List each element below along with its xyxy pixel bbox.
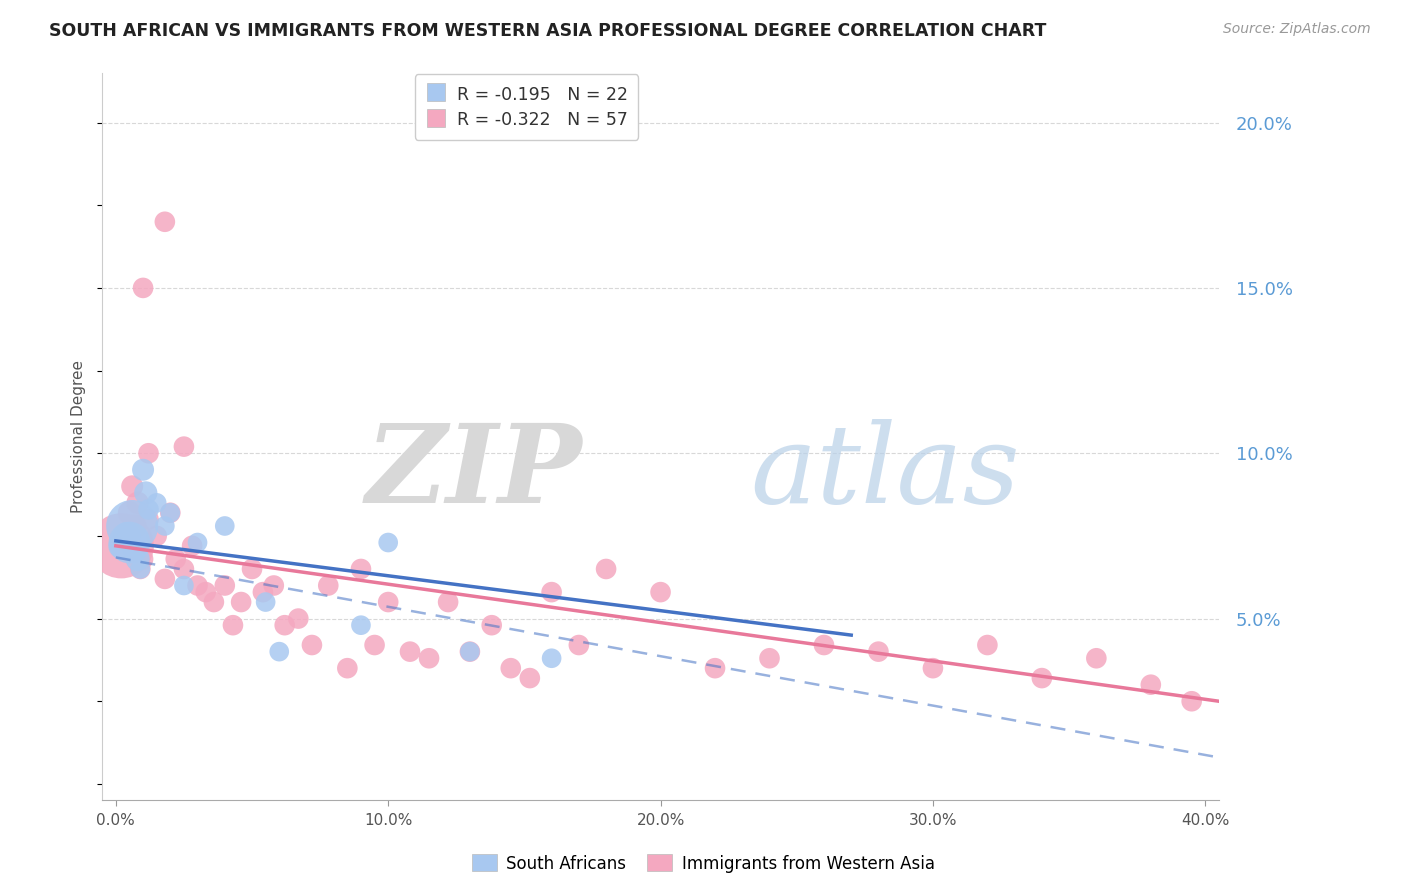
Point (135, 486, 157, 500)
Text: Source: ZipAtlas.com: Source: ZipAtlas.com (1223, 22, 1371, 37)
Point (110, 539, 132, 553)
Point (399, 645, 422, 659)
Point (118, 506, 141, 520)
Point (336, 661, 359, 675)
Point (132, 463, 155, 477)
Point (118, 535, 141, 549)
Point (1031, 671, 1053, 685)
Point (1085, 651, 1108, 665)
Point (1140, 678, 1163, 692)
Y-axis label: Professional Degree: Professional Degree (72, 360, 86, 513)
Point (458, 645, 481, 659)
Point (129, 562, 152, 576)
Point (269, 645, 291, 659)
Point (138, 502, 160, 516)
Point (273, 618, 295, 632)
Point (110, 539, 132, 553)
Point (115, 529, 138, 543)
Legend: R = -0.195   N = 22, R = -0.322   N = 57: R = -0.195 N = 22, R = -0.322 N = 57 (415, 74, 638, 140)
Point (252, 585, 274, 599)
Point (976, 638, 998, 652)
Point (350, 562, 373, 576)
Point (418, 651, 440, 665)
Point (519, 671, 541, 685)
Point (124, 519, 146, 533)
Point (121, 479, 143, 493)
Text: atlas: atlas (749, 419, 1019, 527)
Point (240, 562, 263, 576)
Point (363, 638, 385, 652)
Point (153, 572, 176, 586)
Point (377, 535, 399, 549)
Point (1181, 694, 1204, 708)
Point (758, 651, 780, 665)
Point (153, 215, 176, 229)
Point (115, 529, 138, 543)
Legend: South Africans, Immigrants from Western Asia: South Africans, Immigrants from Western … (465, 847, 941, 880)
Point (159, 506, 181, 520)
Point (499, 661, 522, 675)
Text: ZIP: ZIP (366, 419, 582, 527)
Point (127, 496, 149, 510)
Point (222, 618, 245, 632)
Point (159, 506, 181, 520)
Point (214, 578, 236, 592)
Point (194, 585, 217, 599)
Point (254, 595, 277, 609)
Point (202, 595, 225, 609)
Point (129, 562, 152, 576)
Point (568, 638, 591, 652)
Point (540, 651, 562, 665)
Point (138, 512, 160, 526)
Point (263, 578, 285, 592)
Point (214, 519, 236, 533)
Point (173, 440, 195, 454)
Point (437, 595, 460, 609)
Point (595, 562, 617, 576)
Point (153, 519, 176, 533)
Point (181, 539, 204, 553)
Point (124, 545, 146, 559)
Point (132, 552, 155, 566)
Point (173, 562, 195, 576)
Point (377, 595, 399, 609)
Point (287, 611, 309, 625)
Point (650, 585, 672, 599)
Point (540, 585, 562, 599)
Point (138, 446, 160, 460)
Point (165, 552, 187, 566)
Point (922, 661, 945, 675)
Point (127, 552, 149, 566)
Point (481, 618, 503, 632)
Point (229, 595, 252, 609)
Point (458, 645, 481, 659)
Point (813, 638, 835, 652)
Point (145, 496, 167, 510)
Point (186, 535, 208, 549)
Text: SOUTH AFRICAN VS IMMIGRANTS FROM WESTERN ASIA PROFESSIONAL DEGREE CORRELATION CH: SOUTH AFRICAN VS IMMIGRANTS FROM WESTERN… (49, 22, 1046, 40)
Point (132, 281, 155, 295)
Point (350, 618, 373, 632)
Point (301, 638, 323, 652)
Point (186, 578, 208, 592)
Point (704, 661, 727, 675)
Point (145, 529, 167, 543)
Point (173, 578, 195, 592)
Point (121, 519, 143, 533)
Point (868, 645, 890, 659)
Point (316, 578, 339, 592)
